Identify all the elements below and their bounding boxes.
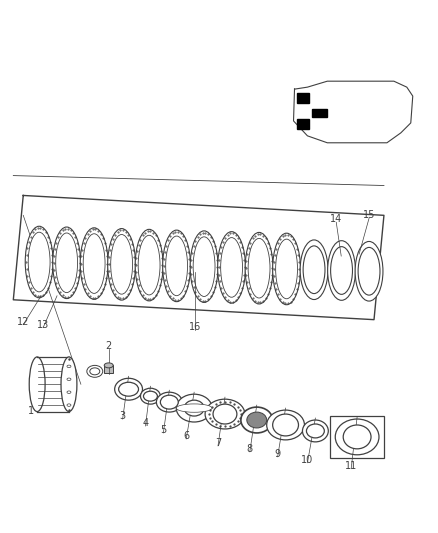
- Ellipse shape: [190, 231, 218, 302]
- Ellipse shape: [138, 235, 160, 295]
- Ellipse shape: [115, 378, 142, 400]
- Ellipse shape: [213, 404, 237, 424]
- Ellipse shape: [273, 414, 298, 436]
- Text: 4: 4: [142, 418, 148, 428]
- Text: 7: 7: [215, 438, 221, 448]
- Text: 9: 9: [275, 449, 281, 459]
- Ellipse shape: [67, 378, 71, 381]
- Ellipse shape: [25, 226, 53, 298]
- Text: 3: 3: [120, 411, 126, 421]
- Ellipse shape: [247, 412, 267, 428]
- Ellipse shape: [160, 395, 178, 409]
- Ellipse shape: [241, 407, 273, 433]
- Ellipse shape: [193, 237, 215, 296]
- Text: 10: 10: [301, 455, 314, 465]
- Ellipse shape: [144, 391, 157, 401]
- Ellipse shape: [303, 420, 328, 442]
- Text: 12: 12: [17, 317, 29, 327]
- Polygon shape: [312, 109, 327, 117]
- Text: 13: 13: [37, 320, 49, 329]
- Ellipse shape: [56, 233, 78, 293]
- Ellipse shape: [29, 357, 45, 411]
- Ellipse shape: [67, 404, 71, 406]
- Ellipse shape: [61, 357, 77, 411]
- Ellipse shape: [80, 228, 108, 300]
- Ellipse shape: [276, 239, 297, 299]
- Ellipse shape: [141, 388, 160, 404]
- Text: 14: 14: [330, 214, 343, 224]
- Text: 6: 6: [183, 431, 189, 441]
- Text: 5: 5: [160, 425, 166, 435]
- Ellipse shape: [331, 247, 353, 294]
- Text: 2: 2: [106, 342, 112, 351]
- Bar: [330, 416, 384, 458]
- Ellipse shape: [108, 229, 135, 300]
- Polygon shape: [297, 119, 309, 129]
- Text: 15: 15: [363, 211, 375, 220]
- Ellipse shape: [248, 238, 270, 298]
- Text: 16: 16: [189, 321, 201, 332]
- Ellipse shape: [218, 232, 245, 303]
- Ellipse shape: [184, 400, 204, 416]
- Ellipse shape: [111, 235, 133, 294]
- Ellipse shape: [104, 363, 113, 368]
- Ellipse shape: [67, 365, 71, 368]
- Ellipse shape: [166, 236, 187, 296]
- Polygon shape: [297, 93, 309, 103]
- Ellipse shape: [162, 230, 191, 302]
- Ellipse shape: [87, 365, 103, 377]
- Ellipse shape: [221, 238, 243, 297]
- Ellipse shape: [303, 246, 325, 294]
- Ellipse shape: [307, 424, 324, 438]
- Ellipse shape: [358, 247, 380, 295]
- Text: 8: 8: [247, 444, 253, 454]
- Ellipse shape: [28, 232, 50, 292]
- Ellipse shape: [273, 233, 300, 305]
- Ellipse shape: [205, 399, 245, 429]
- Ellipse shape: [135, 229, 163, 301]
- Ellipse shape: [300, 240, 328, 300]
- Ellipse shape: [119, 382, 138, 396]
- Ellipse shape: [245, 232, 273, 304]
- Bar: [104, 365, 113, 373]
- Ellipse shape: [267, 410, 304, 440]
- Ellipse shape: [355, 241, 383, 301]
- Ellipse shape: [67, 391, 71, 393]
- Ellipse shape: [343, 425, 371, 449]
- Ellipse shape: [328, 241, 356, 300]
- Ellipse shape: [83, 234, 105, 293]
- Ellipse shape: [176, 394, 212, 422]
- Ellipse shape: [335, 419, 379, 455]
- Text: 11: 11: [345, 461, 357, 471]
- Ellipse shape: [156, 392, 182, 412]
- Ellipse shape: [176, 404, 212, 412]
- Ellipse shape: [90, 368, 100, 375]
- Ellipse shape: [53, 227, 81, 298]
- Text: 1: 1: [28, 406, 34, 416]
